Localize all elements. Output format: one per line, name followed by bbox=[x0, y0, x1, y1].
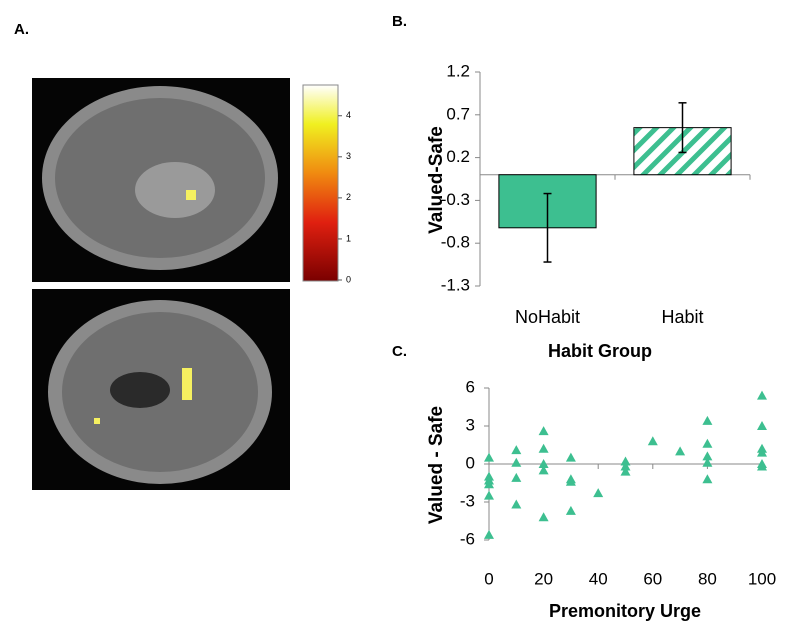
point bbox=[702, 457, 713, 467]
x-tick-label: Habit bbox=[661, 307, 703, 327]
point bbox=[675, 446, 686, 456]
point bbox=[484, 529, 494, 539]
point bbox=[647, 436, 658, 446]
point bbox=[620, 456, 631, 466]
x-tick-label: 60 bbox=[643, 569, 662, 588]
point bbox=[565, 505, 576, 515]
point bbox=[538, 443, 549, 453]
point bbox=[702, 451, 713, 461]
x-axis-label: Habit Group bbox=[548, 341, 652, 361]
x-tick-label: NoHabit bbox=[515, 307, 580, 327]
colorbar-tick-label: 0 bbox=[346, 274, 351, 284]
point bbox=[484, 452, 494, 462]
panel-label: B. bbox=[392, 13, 407, 30]
x-tick-label: 80 bbox=[698, 569, 717, 588]
point bbox=[565, 476, 576, 486]
y-tick-label: 1.2 bbox=[446, 61, 470, 80]
x-tick-label: 20 bbox=[534, 569, 553, 588]
x-axis-label: Premonitory Urge bbox=[549, 601, 701, 621]
point bbox=[757, 447, 767, 457]
point bbox=[757, 390, 767, 400]
point bbox=[538, 459, 549, 468]
y-tick-label: -0.8 bbox=[441, 233, 470, 252]
point bbox=[484, 479, 494, 489]
point bbox=[511, 499, 522, 509]
point bbox=[593, 488, 604, 498]
brain-sagittal bbox=[32, 78, 290, 282]
point bbox=[620, 466, 631, 476]
point bbox=[702, 438, 713, 448]
y-tick-label: 0 bbox=[466, 453, 475, 472]
x-tick-label: 40 bbox=[589, 569, 608, 588]
y-tick-label: 0.2 bbox=[446, 147, 470, 166]
colorbar-tick-label: 3 bbox=[346, 151, 351, 161]
y-tick-label: -0.3 bbox=[441, 190, 470, 209]
error-bar bbox=[543, 192, 552, 263]
y-tick-label: 0.7 bbox=[446, 104, 470, 123]
y-axis-label: Valued-Safe bbox=[426, 126, 447, 234]
brain-axial bbox=[32, 289, 290, 490]
colorbar-tick-label: 1 bbox=[346, 233, 351, 243]
point bbox=[757, 421, 767, 430]
point bbox=[702, 474, 713, 484]
point bbox=[511, 457, 522, 467]
error-bar bbox=[678, 102, 687, 154]
point bbox=[757, 461, 767, 471]
y-axis-label: Valued - Safe bbox=[426, 406, 447, 524]
panel-label: A. bbox=[14, 21, 29, 38]
panel-label: C. bbox=[392, 343, 407, 360]
y-tick-label: 6 bbox=[466, 377, 475, 396]
y-tick-label: 3 bbox=[466, 415, 475, 434]
y-tick-label: -1.3 bbox=[441, 275, 470, 294]
point bbox=[538, 512, 549, 522]
point bbox=[538, 426, 549, 436]
point bbox=[702, 415, 713, 425]
point bbox=[538, 465, 549, 475]
point bbox=[565, 452, 576, 462]
x-tick-label: 100 bbox=[748, 569, 776, 588]
point bbox=[511, 445, 522, 455]
y-tick-label: -6 bbox=[460, 529, 475, 548]
point bbox=[484, 490, 494, 500]
colorbar-tick-label: 4 bbox=[346, 110, 351, 120]
colorbar bbox=[302, 84, 339, 282]
point bbox=[511, 472, 522, 482]
x-tick-label: 0 bbox=[484, 569, 493, 588]
colorbar-tick-label: 2 bbox=[346, 192, 351, 202]
y-tick-label: -3 bbox=[460, 491, 475, 510]
point bbox=[620, 461, 631, 471]
